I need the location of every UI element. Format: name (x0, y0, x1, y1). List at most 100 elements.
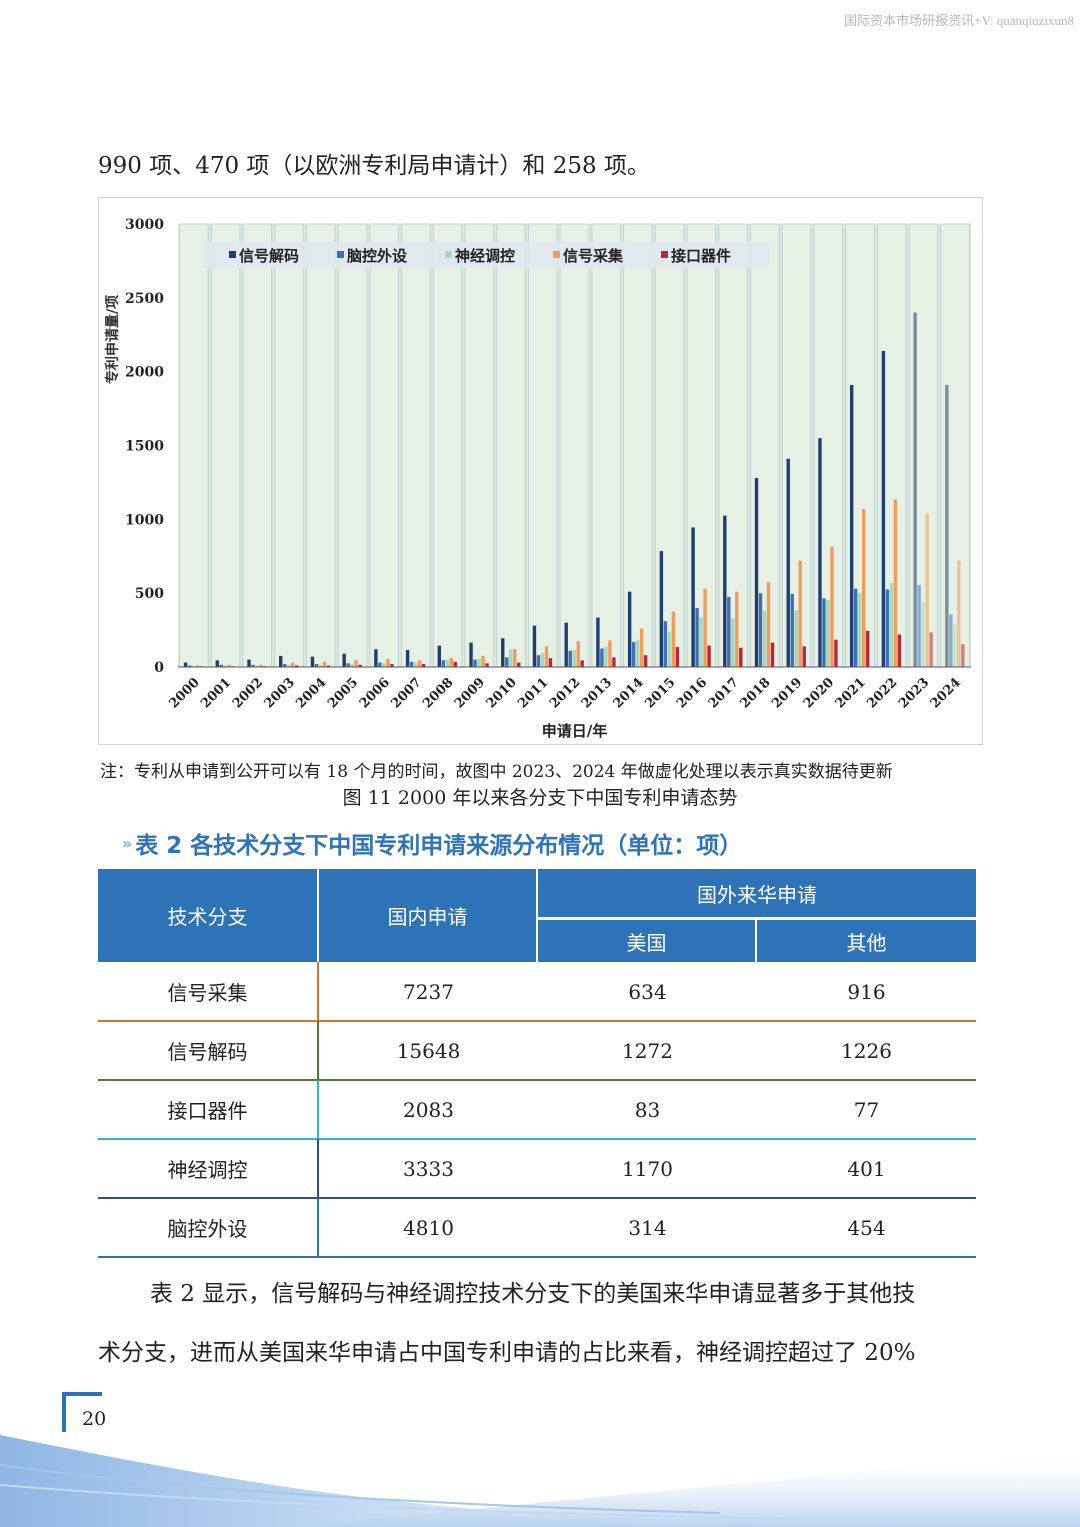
x-tick-2012: 2012 (547, 675, 583, 711)
category-panel (749, 223, 780, 668)
body-paragraph-2: 术分支，进而从美国来华申请占中国专利申请的占比来看，神经调控超过了 20% (98, 1340, 916, 1366)
y-tick-0: 0 (154, 660, 164, 676)
bar-接口器件-2023 (929, 632, 933, 667)
bar-信号解码-2016 (691, 527, 695, 667)
cell-other: 401 (847, 1156, 886, 1181)
legend-swatch-信号采集 (553, 251, 560, 258)
bar-脑控外设-2017 (727, 596, 731, 667)
category-panel (623, 223, 653, 668)
bar-神经调控-2007 (413, 662, 418, 667)
category-panel (274, 223, 304, 668)
legend-box (203, 242, 769, 268)
x-tick-2008: 2008 (420, 675, 456, 711)
bar-脑控外设-2009 (473, 659, 477, 667)
body-paragraph-1: 表 2 显示，信号解码与神经调控技术分支下的美国来华申请显著多于其他技 (150, 1281, 916, 1307)
x-tick-2024: 2024 (928, 675, 964, 711)
bar-脑控外设-2011 (536, 655, 541, 667)
bar-脑控外设-2012 (568, 650, 572, 667)
row-divider (98, 1020, 976, 1022)
bar-脑控外设-2020 (822, 598, 826, 667)
bar-神经调控-2005 (350, 664, 354, 667)
y-tick-2500: 2500 (125, 291, 164, 307)
category-panel (559, 223, 590, 668)
bar-信号解码-2004 (310, 656, 315, 667)
category-panel (210, 223, 241, 668)
bar-信号采集-2003 (291, 662, 295, 667)
bar-接口器件-2009 (485, 663, 489, 667)
column-divider (317, 1080, 319, 1139)
bar-信号解码-2019 (786, 458, 790, 667)
bar-脑控外设-2003 (283, 664, 287, 667)
bar-神经调控-2004 (318, 664, 323, 667)
bar-神经调控-2016 (699, 617, 703, 667)
cell-other: 77 (853, 1097, 880, 1122)
bar-脑控外设-2024 (949, 614, 953, 667)
cell-domestic: 3333 (403, 1156, 454, 1181)
cell-domestic: 2083 (403, 1097, 454, 1122)
bar-信号采集-2021 (861, 508, 866, 667)
cell-branch: 信号采集 (167, 981, 248, 1005)
x-tick-2011: 2011 (515, 675, 551, 711)
category-panel (527, 223, 558, 668)
legend-swatch-脑控外设 (337, 251, 344, 258)
double-chevron-icon: ›› (122, 833, 132, 853)
bar-脑控外设-2021 (853, 588, 858, 667)
category-panel (654, 223, 685, 668)
bar-信号解码-2006 (374, 649, 378, 667)
bar-脑控外设-2014 (631, 641, 636, 667)
bar-脑控外设-2016 (695, 607, 699, 667)
watermark: 国际资本市场研报资讯+V: quanqiuzixun8 (844, 13, 1074, 28)
x-tick-2014: 2014 (611, 675, 647, 711)
bar-信号解码-2015 (659, 551, 664, 667)
cell-other: 454 (847, 1215, 886, 1240)
bar-脑控外设-2022 (885, 589, 890, 667)
bar-接口器件-2006 (390, 664, 394, 667)
bar-信号采集-2016 (703, 588, 707, 667)
header-other: 其他 (757, 920, 976, 962)
bar-信号解码-2002 (247, 659, 251, 667)
bar-接口器件-2021 (865, 630, 870, 667)
bar-神经调控-2023 (921, 602, 925, 667)
bar-神经调控-2014 (635, 640, 640, 667)
cell-us: 1272 (622, 1038, 673, 1063)
bar-信号采集-2019 (798, 560, 802, 667)
bar-信号采集-2022 (893, 499, 898, 667)
y-tick-2000: 2000 (125, 365, 164, 381)
x-tick-2006: 2006 (357, 675, 393, 711)
x-tick-2017: 2017 (706, 675, 742, 711)
legend-swatch-接口器件 (661, 251, 668, 258)
x-tick-2001: 2001 (198, 675, 234, 711)
bar-接口器件-2010 (517, 662, 521, 667)
bar-接口器件-2004 (326, 665, 331, 667)
x-tick-2021: 2021 (833, 675, 869, 711)
category-panel (464, 223, 495, 668)
x-tick-2003: 2003 (262, 675, 298, 711)
bar-脑控外设-2015 (663, 621, 668, 667)
bar-信号采集-2006 (386, 658, 390, 667)
intro-paragraph: 990 项、470 项（以欧洲专利局申请计）和 258 项。 (98, 153, 650, 179)
x-tick-2015: 2015 (642, 675, 678, 711)
cell-domestic: 4810 (403, 1215, 454, 1240)
bar-信号解码-2024 (945, 384, 949, 667)
bar-神经调控-2018 (762, 610, 767, 667)
bar-接口器件-2007 (421, 664, 426, 667)
bar-神经调控-2013 (604, 646, 608, 667)
bar-接口器件-2011 (548, 658, 553, 667)
category-panel (908, 223, 939, 668)
y-tick-1500: 1500 (125, 439, 164, 455)
bar-信号采集-2018 (766, 582, 771, 667)
cell-branch: 神经调控 (167, 1158, 248, 1182)
row-divider (98, 1138, 976, 1140)
bar-神经调控-2015 (667, 631, 672, 667)
bar-神经调控-2003 (287, 664, 291, 667)
table-title-text: 表 2 各技术分支下中国专利申请来源分布情况（单位：项） (135, 833, 743, 859)
bar-神经调控-2024 (953, 624, 957, 667)
x-tick-2016: 2016 (674, 675, 710, 711)
category-panel (242, 223, 273, 668)
bar-脑控外设-2008 (441, 660, 446, 667)
bar-脑控外设-2004 (314, 664, 319, 667)
y-tick-1000: 1000 (125, 512, 164, 528)
bar-信号采集-2002 (259, 664, 263, 667)
category-panel (940, 223, 971, 668)
bar-信号解码-2023 (913, 312, 917, 667)
